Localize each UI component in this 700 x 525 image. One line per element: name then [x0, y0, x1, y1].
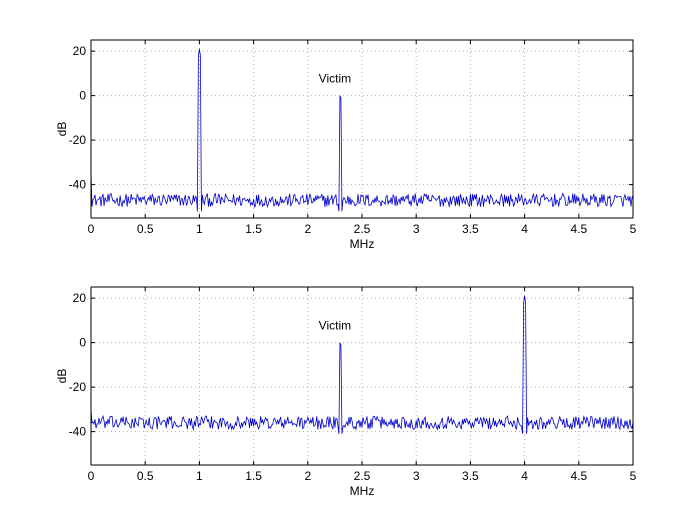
x-tick-label: 2.5 [354, 469, 371, 483]
y-tick-label: 20 [73, 44, 87, 58]
x-tick-label: 4 [521, 469, 528, 483]
x-tick-label: 0 [88, 469, 95, 483]
x-tick-label: 5 [630, 222, 637, 236]
x-tick-label: 4.5 [570, 222, 587, 236]
x-tick-label: 1.5 [245, 222, 262, 236]
y-tick-label: -20 [69, 133, 87, 147]
victim-annotation: Victim [319, 318, 351, 332]
y-tick-label: -40 [69, 425, 87, 439]
x-tick-label: 2 [304, 222, 311, 236]
y-tick-label: 0 [79, 89, 86, 103]
y-tick-label: 0 [79, 336, 86, 350]
x-tick-label: 4.5 [570, 469, 587, 483]
y-axis-label: dB [55, 369, 69, 384]
x-tick-label: 1.5 [245, 469, 262, 483]
x-tick-label: 1 [196, 222, 203, 236]
x-axis-label: MHz [350, 237, 375, 251]
x-tick-label: 0.5 [137, 469, 154, 483]
x-tick-label: 0 [88, 222, 95, 236]
victim-annotation: Victim [319, 71, 351, 85]
spectrum-trace [90, 48, 634, 212]
top-spectrum-plot: 0 0.5 1 1.5 2 2.5 3 3.5 4 4.5 5 -40 -20 0 20 MHz dB Victi… [55, 39, 637, 251]
x-tick-label: 4 [521, 222, 528, 236]
grid [91, 40, 633, 218]
x-tick-label: 3 [413, 222, 420, 236]
x-tick-label: 3.5 [462, 222, 479, 236]
grid [91, 287, 633, 465]
x-tick-label: 3.5 [462, 469, 479, 483]
x-tick-label: 3 [413, 469, 420, 483]
y-tick-label: -40 [69, 178, 87, 192]
bottom-spectrum-plot: 0 0.5 1 1.5 2 2.5 3 3.5 4 4.5 5 -40 -20 0 20 MHz dB Victi… [55, 286, 637, 498]
y-tick-label: -20 [69, 380, 87, 394]
y-tick-label: 20 [73, 291, 87, 305]
spectrum-trace [90, 295, 634, 434]
x-tick-label: 1 [196, 469, 203, 483]
x-axis-label: MHz [350, 484, 375, 498]
x-tick-label: 0.5 [137, 222, 154, 236]
y-axis-label: dB [55, 122, 69, 137]
x-tick-label: 2 [304, 469, 311, 483]
x-tick-label: 5 [630, 469, 637, 483]
x-tick-label: 2.5 [354, 222, 371, 236]
